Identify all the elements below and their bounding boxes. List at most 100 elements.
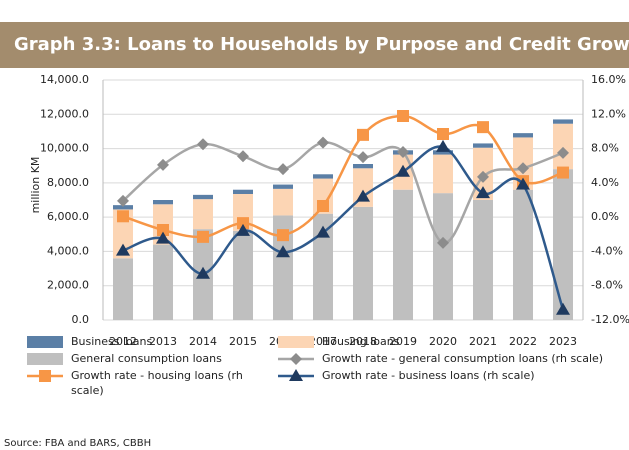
marker [437, 236, 449, 249]
legend-label: Housing loans [322, 335, 400, 348]
marker [196, 266, 210, 279]
bar [153, 200, 173, 205]
bar [113, 205, 133, 210]
marker [397, 110, 409, 122]
y-tick-label: 0.0 [72, 313, 90, 326]
bar [553, 119, 573, 124]
marker [356, 189, 370, 202]
y-tick-label: 2,000.0 [47, 279, 89, 292]
legend-label: Growth rate - general consumption loans … [322, 352, 604, 365]
marker [317, 136, 329, 149]
x-tick-label: 2014 [189, 335, 217, 348]
chart-title: Graph 3.3: Loans to Households by Purpos… [14, 34, 629, 55]
y2-tick-label: 8.0% [591, 142, 619, 155]
marker [237, 217, 249, 230]
marker [517, 162, 529, 175]
marker [476, 186, 490, 199]
line [122, 141, 564, 245]
bar [433, 150, 453, 155]
header-band [0, 22, 629, 68]
bar [553, 169, 573, 320]
bar [473, 143, 493, 148]
marker [157, 158, 169, 171]
marker [477, 121, 489, 134]
x-tick-label: 2017 [309, 335, 337, 348]
bar [353, 168, 373, 207]
marker [436, 139, 450, 152]
marker [357, 151, 369, 164]
legend-label: General consumption loans [71, 352, 222, 365]
bar [473, 200, 493, 320]
legend-swatch [27, 353, 63, 365]
x-tick-label: 2023 [549, 335, 577, 348]
marker [290, 353, 302, 365]
legend-label: Business loans [71, 335, 153, 348]
x-tick-label: 2018 [349, 335, 377, 348]
bar [353, 164, 373, 169]
marker [197, 138, 209, 151]
y-axis-label: million KM [29, 157, 42, 214]
bar [193, 194, 213, 200]
bar [193, 199, 213, 230]
marker [39, 370, 51, 382]
marker [156, 231, 170, 244]
marker [357, 128, 369, 141]
x-tick-label: 2012 [109, 335, 137, 348]
marker [317, 200, 329, 212]
bar [273, 188, 293, 216]
bar [153, 244, 173, 320]
y2-tick-label: 16.0% [591, 73, 626, 86]
y2-tick-label: -4.0% [591, 244, 623, 257]
marker [556, 302, 570, 315]
y2-tick-label: 4.0% [591, 176, 619, 189]
y2-tick-label: -12.0% [591, 313, 629, 326]
bar [513, 133, 533, 138]
bar [433, 154, 453, 194]
bar [313, 174, 333, 179]
x-tick-label: 2020 [429, 335, 457, 348]
marker [396, 164, 410, 177]
bar [313, 213, 333, 320]
y2-tick-label: 0.0% [591, 210, 619, 223]
legend-label: Growth rate - business loans (rh scale) [322, 369, 535, 382]
bar [513, 189, 533, 320]
marker [316, 225, 330, 238]
marker [289, 369, 303, 381]
y-tick-label: 6,000.0 [47, 210, 89, 223]
y-tick-label: 4,000.0 [47, 244, 89, 257]
y-tick-label: 12,000.0 [40, 107, 89, 120]
bar [433, 193, 453, 320]
marker [117, 194, 129, 207]
marker [157, 224, 169, 236]
marker [437, 128, 449, 140]
y-tick-label: 14,000.0 [40, 73, 89, 86]
marker [397, 146, 409, 158]
bar [553, 123, 573, 170]
marker [116, 243, 130, 256]
y2-tick-label: -8.0% [591, 279, 623, 292]
line [122, 114, 564, 239]
x-tick-label: 2022 [509, 335, 537, 348]
marker [557, 146, 569, 159]
y-tick-label: 10,000.0 [40, 142, 89, 155]
bar [273, 184, 293, 189]
bar [233, 189, 253, 194]
marker [277, 163, 289, 176]
marker [236, 223, 250, 236]
bar [393, 189, 413, 320]
x-tick-label: 2019 [389, 335, 417, 348]
marker [276, 245, 290, 258]
marker [237, 150, 249, 163]
marker [117, 210, 129, 223]
marker [557, 166, 569, 179]
bar [273, 215, 293, 320]
legend-label: Growth rate - housing loans (rh scale) [71, 369, 243, 397]
y2-tick-label: 12.0% [591, 107, 626, 120]
bar [233, 230, 253, 320]
legend-swatch [278, 336, 314, 348]
marker [197, 230, 209, 243]
bar [113, 258, 133, 320]
bar [353, 206, 373, 320]
